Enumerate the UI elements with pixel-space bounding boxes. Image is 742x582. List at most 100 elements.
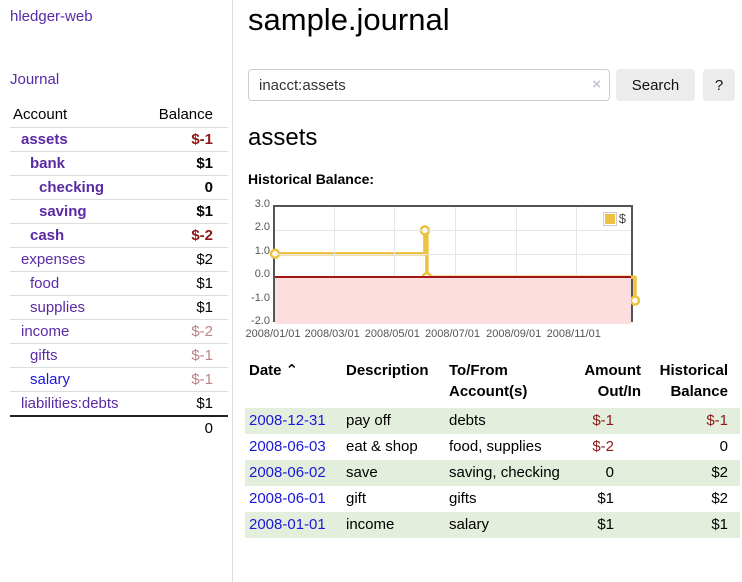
chart-plot-area[interactable]: $ <box>269 205 641 324</box>
account-name-cell: expenses <box>10 247 141 272</box>
account-link[interactable]: expenses <box>21 251 86 268</box>
transaction-date-link[interactable]: 2008-06-03 <box>249 438 326 455</box>
transaction-amount-cell: $-2 <box>561 434 641 460</box>
account-link[interactable]: income <box>21 323 70 340</box>
account-link[interactable]: bank <box>30 155 66 172</box>
transaction-amount-cell: 0 <box>561 460 641 486</box>
transaction-balance: $-1 <box>706 412 728 429</box>
sidebar-item-journal[interactable]: Journal <box>10 71 60 88</box>
account-name-cell: salary <box>10 367 141 392</box>
clear-search-icon[interactable]: × <box>592 76 601 93</box>
account-link[interactable]: liabilities:debts <box>21 395 119 412</box>
transaction-date-link[interactable]: 2008-12-31 <box>249 412 326 429</box>
account-balance-cell: $1 <box>140 295 228 320</box>
gridline-horizontal <box>275 253 631 255</box>
transaction-row: 2008-01-01 income salary $1 $1 <box>245 512 740 538</box>
x-axis-tick-label: 2008/11/01 <box>546 328 601 340</box>
transaction-amount-cell: $1 <box>561 512 641 538</box>
transaction-row: 2008-06-02 save saving, checking 0 $2 <box>245 460 740 486</box>
account-name-cell: assets <box>10 127 141 152</box>
account-name-cell: checking <box>10 175 141 200</box>
gridline-vertical <box>334 207 336 320</box>
gridline-vertical <box>394 207 396 320</box>
account-name-cell: cash <box>10 223 141 248</box>
account-balance-cell: $-2 <box>140 319 228 344</box>
account-balance: $-1 <box>191 347 213 364</box>
account-row: income $-2 <box>10 319 228 344</box>
transaction-description-cell: gift <box>346 490 367 507</box>
transaction-row: 2008-06-03 eat & shop food, supplies $-2 0 <box>245 434 740 460</box>
x-axis-tick-label: 2008/01/01 <box>245 328 301 340</box>
transaction-date-cell: 2008-01-01 <box>245 512 346 538</box>
account-link[interactable]: checking <box>39 179 105 196</box>
transaction-amount: 0 <box>605 464 614 481</box>
transaction-balance: $2 <box>711 490 728 507</box>
transaction-date-cell: 2008-06-02 <box>245 460 346 486</box>
transaction-date-link[interactable]: 2008-01-01 <box>249 516 326 533</box>
search-button[interactable]: Search <box>616 69 695 101</box>
transaction-balance-cell: $1 <box>641 512 740 538</box>
register-header-date[interactable]: Date ⌃ <box>245 358 346 408</box>
account-balance: $2 <box>196 251 213 268</box>
account-row: saving $1 <box>10 199 228 224</box>
accounts-total-value: 0 <box>140 415 228 440</box>
account-balance: $1 <box>196 275 213 292</box>
transaction-date-cell: 2008-06-01 <box>245 486 346 512</box>
accounts-table: Account Balance assets $-1 bank $1 checking 0… <box>10 102 228 440</box>
transaction-accounts-cell: gifts <box>449 490 477 507</box>
transaction-balance: $2 <box>711 464 728 481</box>
account-link[interactable]: supplies <box>30 299 86 316</box>
transaction-balance: $1 <box>711 516 728 533</box>
y-axis-tick-label: -1.0 <box>251 291 270 304</box>
transaction-description-cell: pay off <box>346 408 449 434</box>
transaction-date-cell: 2008-12-31 <box>245 408 346 434</box>
register-table: Date ⌃ Description To/From Account(s) Amo… <box>245 358 740 538</box>
accounts-total-row: 0 <box>10 415 228 440</box>
account-link[interactable]: salary <box>30 371 71 388</box>
account-link[interactable]: food <box>30 275 60 292</box>
transaction-balance-cell: $2 <box>641 486 740 512</box>
account-balance: $-2 <box>191 323 213 340</box>
transaction-row: 2008-12-31 pay off debts $-1 $-1 <box>245 408 740 434</box>
account-balance-cell: $-2 <box>140 223 228 248</box>
y-axis-tick-label: 3.0 <box>254 198 270 210</box>
transaction-description-cell: save <box>346 460 449 486</box>
register-header-row: Date ⌃ Description To/From Account(s) Amo… <box>245 358 740 408</box>
help-button[interactable]: ? <box>703 69 735 101</box>
account-balance-cell: $-1 <box>140 367 228 392</box>
accounts-header-balance: Balance <box>158 106 213 123</box>
account-link[interactable]: saving <box>39 203 87 220</box>
account-name-cell: supplies <box>10 295 141 320</box>
accounts-header-row: Account Balance <box>10 102 228 128</box>
legend-swatch-icon <box>602 211 617 226</box>
account-balance: $1 <box>196 203 213 220</box>
account-balance-cell: $2 <box>140 247 228 272</box>
transaction-accounts-cell: saving, checking <box>449 460 561 486</box>
account-link[interactable]: gifts <box>30 347 58 364</box>
search-bar: × Search ? <box>248 69 735 101</box>
register-header-description: Description <box>346 362 429 379</box>
app-brand-link[interactable]: hledger-web <box>10 8 93 25</box>
x-axis-tick-label: 2008/09/01 <box>486 328 542 340</box>
account-row: liabilities:debts $1 <box>10 391 228 416</box>
account-row: checking 0 <box>10 175 228 200</box>
account-row: expenses $2 <box>10 247 228 272</box>
transaction-description-cell: eat & shop <box>346 438 418 455</box>
sort-asc-icon: ⌃ <box>285 362 299 379</box>
gridline-vertical <box>575 207 577 320</box>
search-input[interactable] <box>248 69 610 101</box>
register-header-balance: Historical Balance <box>659 362 728 400</box>
register-header-amount: Amount Out/In <box>584 362 641 400</box>
account-link[interactable]: cash <box>30 227 65 244</box>
account-balance-cell: $1 <box>140 391 228 416</box>
account-link[interactable]: assets <box>21 131 68 148</box>
account-balance-cell: $1 <box>140 271 228 296</box>
accounts-total-spacer <box>10 415 141 440</box>
transaction-amount: $1 <box>597 490 614 507</box>
transaction-date-link[interactable]: 2008-06-02 <box>249 464 326 481</box>
transaction-accounts-cell: food, supplies <box>449 438 542 455</box>
account-name-cell: bank <box>10 151 141 176</box>
transaction-date-link[interactable]: 2008-06-01 <box>249 490 326 507</box>
account-balance-cell: $1 <box>140 199 228 224</box>
account-balance: $1 <box>196 395 213 412</box>
